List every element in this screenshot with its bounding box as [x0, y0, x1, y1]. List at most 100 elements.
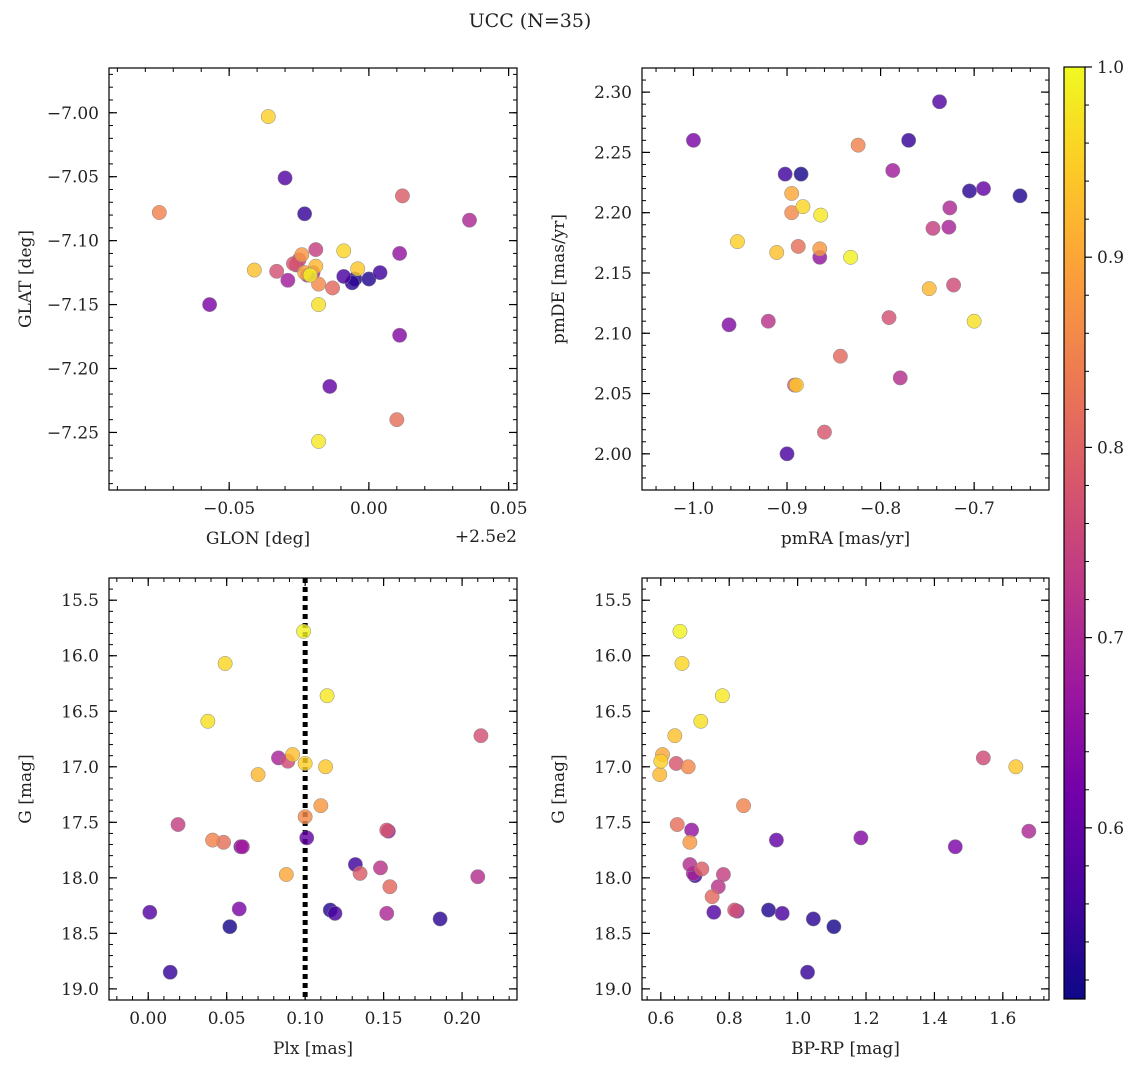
y-tick-label: 17.0: [61, 758, 99, 778]
star-point: [795, 199, 811, 215]
star-point: [769, 245, 785, 260]
star-point: [308, 242, 324, 258]
star-point: [774, 905, 790, 921]
y-tick-label: 15.5: [594, 591, 632, 611]
y-tick-label: 19.0: [594, 980, 632, 1000]
y-axis-label: G [mag]: [549, 754, 569, 823]
y-tick-label: 18.0: [594, 869, 632, 889]
y-tick-label: 16.5: [594, 702, 632, 722]
star-point: [222, 919, 238, 935]
star-point: [392, 245, 408, 261]
y-tick-label: −7.05: [47, 168, 99, 188]
panel-pmra-pmde: −1.0 −0.9 −0.8 −0.7 2.00 2.05 2.10 2.15 2.20 2.25…: [549, 67, 1050, 549]
y-axis-label: GLAT [deg]: [16, 230, 36, 328]
y-tick-label: 17.0: [594, 758, 632, 778]
star-point: [205, 832, 221, 848]
star-point: [853, 830, 869, 846]
star-point: [672, 623, 688, 639]
star-point: [1021, 823, 1037, 839]
star-point: [299, 830, 315, 846]
x-tick-label: −1.0: [673, 499, 714, 519]
colorbar: 0.6 0.7 0.8 0.9 1.0: [1063, 58, 1124, 1000]
star-point: [336, 268, 352, 284]
star-point: [674, 656, 690, 671]
x-tick-label: 0.00: [129, 1009, 167, 1029]
scatter-points: [151, 109, 477, 449]
star-point: [881, 310, 897, 326]
star-point: [394, 188, 410, 204]
star-point: [302, 267, 318, 283]
y-tick-label: 2.30: [594, 83, 632, 103]
colorbar-tick-label: 0.7: [1097, 629, 1124, 649]
y-tick-label: 2.20: [594, 204, 632, 224]
star-point: [382, 879, 398, 895]
star-point: [942, 200, 958, 216]
star-point: [473, 728, 489, 744]
colorbar-gradient: [1063, 66, 1086, 1000]
star-point: [297, 809, 313, 825]
y-tick-label: −7.25: [47, 423, 99, 443]
star-point: [768, 832, 784, 848]
y-tick-label: 2.00: [594, 445, 632, 465]
y-axis-label: pmDE [mas/yr]: [549, 214, 569, 344]
axes-frame: [108, 577, 518, 1001]
star-point: [361, 271, 377, 287]
star-point: [373, 860, 388, 876]
star-point: [250, 767, 266, 783]
star-point: [311, 297, 327, 313]
star-point: [278, 867, 294, 882]
star-point: [704, 889, 720, 905]
x-offset-label: +2.5e2: [455, 527, 517, 547]
star-point: [162, 964, 178, 980]
star-point: [784, 185, 800, 201]
star-point: [379, 905, 395, 921]
star-point: [694, 861, 710, 877]
panel-bprp-g: 0.6 0.8 1.0 1.2 1.4 1.6 15.5 16.0 16.5 17.0 17.5 18…: [549, 577, 1050, 1059]
star-point: [200, 713, 216, 729]
x-tick-label: 0.00: [350, 499, 388, 519]
star-point: [736, 798, 752, 814]
star-point: [850, 137, 866, 153]
star-point: [311, 433, 327, 449]
star-point: [686, 132, 701, 148]
star-point: [260, 109, 276, 125]
star-point: [826, 919, 842, 935]
scatter-points: [686, 94, 1028, 462]
x-tick-label: −0.9: [766, 499, 807, 519]
star-point: [962, 183, 977, 199]
y-tick-label: 16.0: [594, 647, 632, 667]
star-point: [379, 822, 395, 838]
star-point: [667, 728, 683, 744]
x-tick-label: 1.6: [989, 1009, 1016, 1029]
star-point: [297, 756, 313, 771]
star-point: [777, 166, 793, 182]
star-point: [234, 839, 250, 855]
y-tick-label: 17.5: [594, 813, 632, 833]
panel-plx-g: 0.00 0.05 0.10 0.15 0.20 15.5 16.0 16.5 17.0 17.5…: [16, 577, 518, 1059]
x-tick-label: −0.8: [860, 499, 901, 519]
y-axis-label: G [mag]: [16, 754, 36, 823]
y-tick-label: 16.5: [61, 702, 99, 722]
axes-frame: [641, 67, 1050, 491]
x-tick-label: 1.2: [852, 1009, 879, 1029]
star-point: [151, 205, 167, 220]
star-point: [142, 904, 158, 920]
x-tick-label: 0.05: [490, 499, 528, 519]
star-point: [932, 94, 947, 110]
star-point: [816, 424, 832, 440]
y-tick-label: −7.10: [47, 232, 99, 252]
star-point: [805, 911, 821, 927]
star-point: [325, 280, 341, 296]
star-point: [715, 867, 731, 882]
star-point: [921, 281, 937, 297]
x-tick-label: 1.4: [921, 1009, 948, 1029]
x-axis-label: BP-RP [mag]: [791, 1039, 900, 1059]
star-point: [294, 247, 310, 263]
star-point: [976, 181, 991, 197]
x-tick-label: 0.10: [286, 1009, 324, 1029]
y-tick-label: −7.20: [47, 360, 99, 380]
star-point: [202, 297, 218, 313]
star-point: [319, 688, 335, 704]
y-tick-label: 18.5: [594, 924, 632, 944]
star-point: [372, 265, 388, 281]
